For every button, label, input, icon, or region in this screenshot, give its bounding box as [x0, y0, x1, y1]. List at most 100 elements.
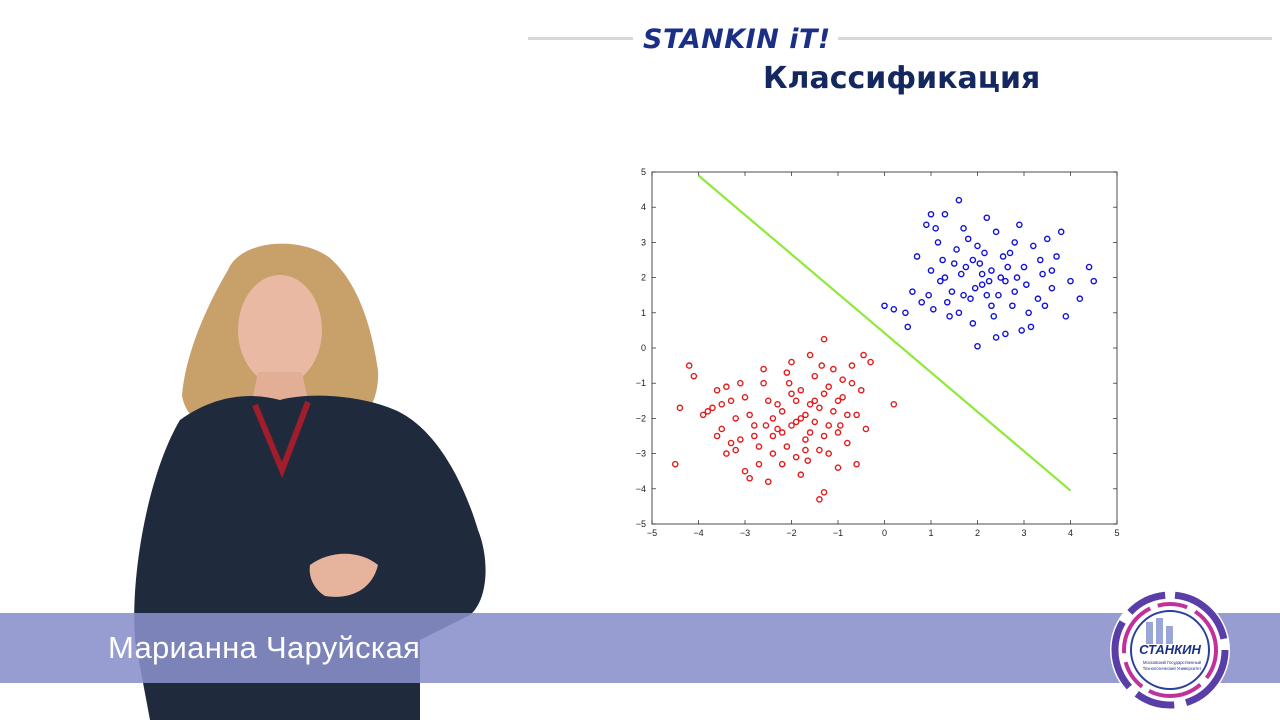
x-tick-label: 1 — [928, 528, 933, 538]
red-class-point — [802, 446, 809, 454]
y-tick-label: 4 — [641, 202, 646, 212]
blue-class-point — [936, 277, 944, 285]
y-tick-label: −3 — [636, 449, 646, 459]
red-class-point — [816, 446, 823, 454]
red-class-point — [816, 496, 823, 503]
y-tick-label: 0 — [641, 343, 646, 353]
red-class-point — [718, 425, 726, 433]
red-class-point — [704, 408, 712, 415]
blue-class-point — [927, 210, 935, 218]
red-class-point — [837, 422, 844, 429]
red-class-point — [778, 429, 786, 436]
red-class-point — [755, 460, 763, 468]
red-class-point — [778, 460, 786, 468]
blue-class-point — [1053, 253, 1060, 260]
red-class-point — [785, 379, 793, 387]
red-class-point — [764, 397, 772, 405]
blue-class-point — [1018, 327, 1025, 334]
blue-class-point — [992, 334, 1000, 341]
blue-class-point — [1057, 228, 1065, 236]
blue-class-point — [1004, 263, 1012, 271]
blue-class-point — [904, 323, 912, 331]
blue-class-point — [1048, 267, 1056, 274]
blue-class-point — [890, 305, 898, 313]
blue-class-point — [1002, 277, 1009, 285]
red-class-point — [792, 453, 800, 461]
red-class-point — [811, 418, 819, 426]
red-class-point — [769, 432, 777, 440]
red-class-point — [760, 379, 767, 387]
red-class-point — [797, 386, 805, 394]
red-class-point — [820, 390, 828, 398]
blue-class-point — [932, 225, 939, 232]
blue-class-point — [981, 249, 988, 257]
blue-class-point — [957, 270, 965, 278]
red-class-point — [853, 460, 860, 468]
red-class-point — [713, 386, 721, 394]
red-class-point — [806, 401, 814, 408]
red-class-point — [774, 401, 781, 408]
red-class-point — [834, 397, 842, 405]
red-class-point — [769, 450, 777, 457]
red-class-point — [741, 467, 749, 475]
x-tick-label: −4 — [693, 528, 703, 538]
red-class-point — [676, 404, 684, 412]
red-class-point — [830, 408, 837, 415]
decision-boundary-line — [697, 174, 1072, 492]
red-class-point — [746, 474, 753, 482]
blue-class-point — [950, 260, 958, 267]
presenter-dress-trim — [252, 400, 311, 479]
red-class-point — [727, 439, 735, 447]
red-class-point — [699, 411, 707, 419]
blue-class-point — [995, 291, 1002, 299]
blue-class-point — [990, 313, 998, 320]
presenter-hand — [309, 553, 378, 597]
red-class-point — [825, 383, 832, 391]
blue-class-point — [1016, 221, 1023, 229]
red-class-point — [723, 383, 730, 391]
blue-class-point — [946, 313, 953, 320]
blue-class-point — [1067, 277, 1074, 285]
red-class-point — [802, 411, 809, 419]
blue-class-point — [1029, 242, 1037, 250]
blue-class-point — [934, 239, 942, 246]
blue-class-point — [1090, 277, 1098, 285]
y-tick-label: 2 — [641, 273, 646, 283]
brand-logo-text: STANKIN iT! — [643, 24, 831, 55]
red-class-point — [764, 478, 772, 486]
blue-class-point — [1076, 295, 1084, 303]
red-class-point — [848, 362, 856, 369]
blue-class-point — [983, 291, 991, 299]
blue-class-point — [1011, 239, 1019, 246]
blue-class-point — [909, 288, 916, 295]
blue-class-point — [955, 196, 963, 204]
blue-class-point — [992, 228, 1000, 236]
blue-class-point — [1023, 281, 1030, 288]
red-class-point — [839, 393, 846, 401]
red-class-point — [867, 358, 874, 366]
red-class-point — [818, 362, 826, 369]
red-class-point — [804, 457, 812, 464]
red-class-point — [750, 432, 758, 440]
red-class-point — [853, 411, 860, 419]
logo-name: СТАНКИН — [1139, 642, 1201, 657]
blue-class-point — [988, 302, 995, 310]
red-class-point — [806, 351, 814, 359]
blue-class-point — [1085, 263, 1093, 271]
blue-class-point — [997, 274, 1005, 281]
blue-class-point — [925, 291, 932, 299]
blue-class-point — [1002, 330, 1009, 338]
red-class-point — [713, 432, 721, 440]
blue-class-point — [969, 256, 977, 264]
red-class-point — [792, 418, 800, 426]
blue-class-point — [964, 235, 972, 243]
y-tick-label: −4 — [636, 484, 646, 494]
blue-class-point — [1013, 274, 1021, 281]
red-class-point — [774, 425, 781, 433]
header-divider-left — [528, 37, 633, 40]
red-class-point — [783, 443, 791, 450]
blue-class-point — [941, 274, 949, 281]
blue-class-point — [918, 298, 926, 306]
red-class-point — [797, 471, 805, 479]
